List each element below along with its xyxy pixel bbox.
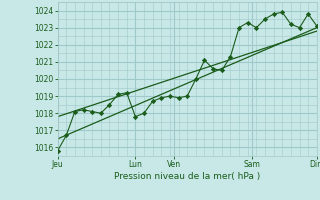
X-axis label: Pression niveau de la mer( hPa ): Pression niveau de la mer( hPa ): [114, 172, 260, 181]
